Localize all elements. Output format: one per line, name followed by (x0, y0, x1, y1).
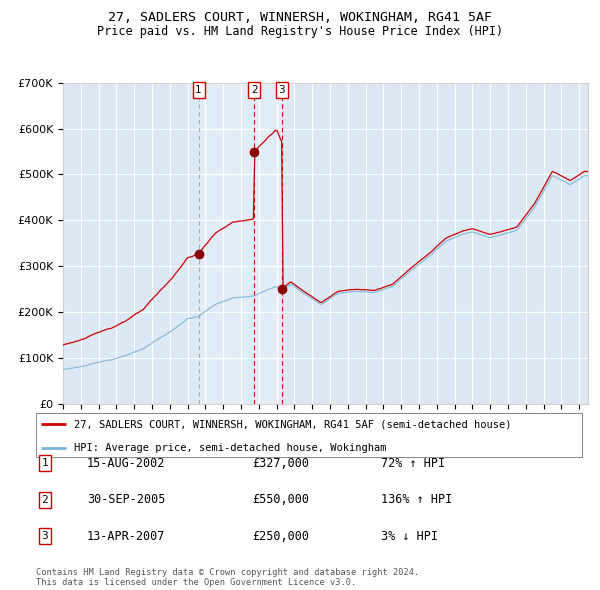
Text: 15-AUG-2002: 15-AUG-2002 (87, 457, 166, 470)
Text: 30-SEP-2005: 30-SEP-2005 (87, 493, 166, 506)
Text: 3% ↓ HPI: 3% ↓ HPI (381, 530, 438, 543)
Text: 1: 1 (195, 85, 202, 95)
Text: 136% ↑ HPI: 136% ↑ HPI (381, 493, 452, 506)
Text: Contains HM Land Registry data © Crown copyright and database right 2024.: Contains HM Land Registry data © Crown c… (36, 568, 419, 577)
Text: £250,000: £250,000 (252, 530, 309, 543)
Text: 27, SADLERS COURT, WINNERSH, WOKINGHAM, RG41 5AF: 27, SADLERS COURT, WINNERSH, WOKINGHAM, … (108, 11, 492, 24)
Text: Price paid vs. HM Land Registry's House Price Index (HPI): Price paid vs. HM Land Registry's House … (97, 25, 503, 38)
Text: 3: 3 (41, 532, 49, 541)
Text: £327,000: £327,000 (252, 457, 309, 470)
Text: 2: 2 (251, 85, 257, 95)
Text: £550,000: £550,000 (252, 493, 309, 506)
Text: 72% ↑ HPI: 72% ↑ HPI (381, 457, 445, 470)
Text: 2: 2 (41, 495, 49, 504)
Text: This data is licensed under the Open Government Licence v3.0.: This data is licensed under the Open Gov… (36, 578, 356, 587)
Text: 27, SADLERS COURT, WINNERSH, WOKINGHAM, RG41 5AF (semi-detached house): 27, SADLERS COURT, WINNERSH, WOKINGHAM, … (74, 419, 512, 429)
Text: HPI: Average price, semi-detached house, Wokingham: HPI: Average price, semi-detached house,… (74, 442, 387, 453)
Text: 13-APR-2007: 13-APR-2007 (87, 530, 166, 543)
Text: 3: 3 (278, 85, 285, 95)
Text: 1: 1 (41, 458, 49, 468)
Bar (199, 83, 281, 404)
